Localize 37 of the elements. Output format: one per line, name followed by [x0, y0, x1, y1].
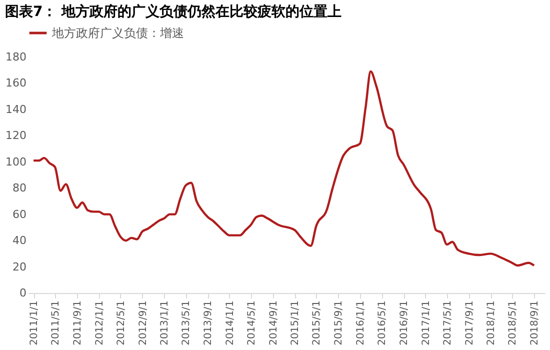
x-tick-label: 2016/9/1: [399, 300, 410, 346]
x-tick-label: 2017/5/1: [442, 300, 454, 346]
x-tick-label: 2011/5/1: [50, 300, 62, 346]
y-tick-label: 100: [6, 155, 26, 168]
x-tick-label: 2012/1/1: [94, 300, 106, 346]
x-tick-label: 2014/5/1: [246, 300, 258, 346]
x-tick-label: 2013/1/1: [160, 300, 171, 346]
x-tick-label: 2011/9/1: [72, 300, 84, 346]
x-tick-label: 2011/1/1: [29, 300, 40, 346]
y-tick-label: 80: [12, 182, 26, 195]
x-tick-label: 2012/5/1: [116, 300, 127, 346]
x-tick-label: 2018/1/1: [486, 300, 498, 346]
y-tick-label: 20: [12, 260, 26, 274]
x-tick-label: 2012/9/1: [138, 300, 149, 346]
chart-title: 图表7： 地方政府的广义负债仍然在比较疲软的位置上: [5, 3, 342, 20]
x-tick-label: 2017/1/1: [420, 300, 432, 346]
y-tick-label: 180: [6, 50, 26, 64]
x-tick-label: 2015/9/1: [334, 300, 345, 346]
x-tick-label: 2013/9/1: [203, 300, 214, 346]
legend-label: 地方政府广义负债：增速: [51, 26, 184, 40]
y-tick-label: 0: [20, 286, 26, 300]
y-tick-label: 160: [6, 76, 26, 90]
x-tick-label: 2017/9/1: [464, 300, 476, 346]
x-tick-label: 2018/9/1: [530, 300, 541, 346]
x-tick-label: 2016/1/1: [355, 300, 366, 346]
y-tick-label: 60: [12, 208, 26, 221]
y-tick-label: 140: [6, 102, 26, 116]
x-tick-label: 2015/5/1: [312, 300, 323, 346]
x-tick-label: 2014/1/1: [224, 300, 236, 346]
line-series: [32, 70, 536, 267]
y-tick-label: 120: [6, 129, 26, 142]
x-tick-label: 2014/9/1: [268, 300, 280, 346]
x-tick-label: 2015/1/1: [290, 300, 302, 346]
y-tick-label: 40: [12, 234, 26, 248]
x-tick-label: 2018/5/1: [508, 300, 519, 346]
x-tick-label: 2013/5/1: [181, 300, 192, 346]
x-tick-label: 2016/5/1: [377, 300, 388, 346]
